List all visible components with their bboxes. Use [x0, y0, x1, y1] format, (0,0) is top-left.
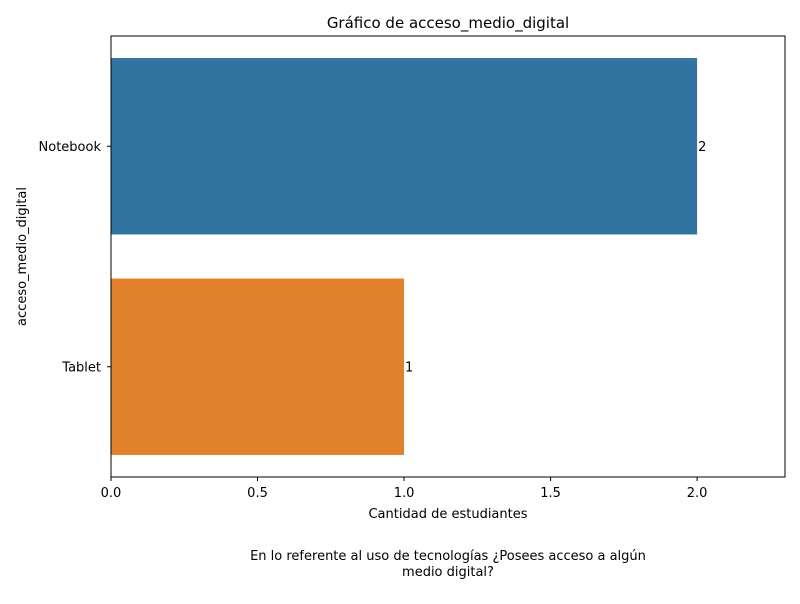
data-label-tablet: 1	[405, 360, 413, 375]
x-tick-label: 0.0	[101, 486, 122, 501]
bars-layer	[111, 58, 698, 455]
x-axis-label: Cantidad de estudiantes	[368, 507, 527, 522]
chart-title: Gráfico de acceso_medio_digital	[327, 14, 569, 33]
data-label-notebook: 2	[698, 140, 706, 155]
x-axis-ticks: 0.0 0.5 1.0 1.5 2.0	[101, 477, 708, 501]
y-axis-label: acceso_medio_digital	[15, 187, 30, 326]
caption-line-2: medio digital?	[402, 565, 494, 580]
figure-caption: En lo referente al uso de tecnologías ¿P…	[200, 549, 696, 581]
bar-tablet	[111, 278, 405, 455]
plot-frame	[110, 35, 786, 478]
y-tick-label-tablet: Tablet	[61, 360, 101, 375]
y-axis-ticks: Notebook Tablet	[39, 140, 111, 375]
data-labels-layer: 21	[405, 140, 706, 376]
x-tick-label: 1.0	[394, 486, 415, 501]
x-tick-label: 1.5	[540, 486, 561, 501]
y-tick-label-notebook: Notebook	[39, 140, 102, 155]
caption-line-1: En lo referente al uso de tecnologías ¿P…	[250, 549, 646, 564]
bar-notebook	[111, 58, 698, 235]
x-tick-label: 0.5	[247, 486, 268, 501]
x-tick-label: 2.0	[687, 486, 708, 501]
